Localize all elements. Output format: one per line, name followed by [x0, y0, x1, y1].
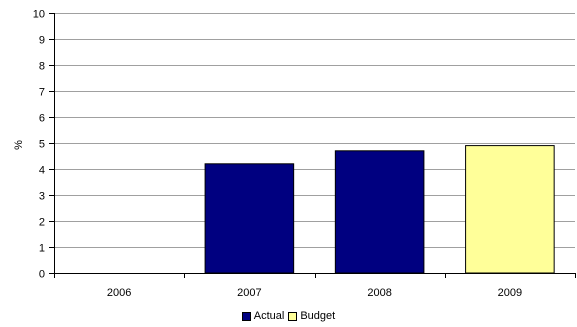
x-tick-label: 2006	[107, 287, 131, 299]
x-tick-label: 2009	[498, 287, 522, 299]
legend-item-budget: Budget	[288, 310, 335, 322]
legend-swatch-actual	[241, 311, 251, 321]
bar-budget-2009	[465, 145, 555, 274]
y-tick-label: 9	[39, 35, 45, 47]
legend-label-budget: Budget	[300, 310, 336, 322]
x-tick-label: 2008	[367, 287, 391, 299]
y-tick-label: 0	[39, 269, 45, 281]
y-tick-label: 4	[39, 165, 45, 177]
gridlines	[54, 13, 575, 248]
bars	[204, 145, 555, 274]
y-tick-label: 1	[39, 243, 45, 255]
legend-item-actual: Actual	[241, 310, 285, 322]
legend: Actual Budget	[0, 309, 577, 323]
x-tick-label: 2007	[237, 287, 261, 299]
y-tick-label: 8	[39, 61, 45, 73]
y-tick-label: 6	[39, 113, 45, 125]
axes	[49, 13, 576, 278]
bar-actual-2008	[334, 150, 425, 274]
y-tick-label: 10	[33, 9, 45, 21]
legend-swatch-budget	[288, 311, 298, 321]
y-axis-label: %	[13, 140, 25, 150]
y-tick-label: 3	[39, 191, 45, 203]
tick-labels: 0 1 2 3 4 5 6 7 8 9 10 2006 2007 2008 2009	[33, 9, 522, 300]
bar-actual-2007	[204, 163, 295, 274]
legend-label-actual: Actual	[253, 310, 285, 322]
y-tick-label: 7	[39, 87, 45, 99]
y-tick-label: 2	[39, 217, 45, 229]
y-tick-label: 5	[39, 139, 45, 151]
